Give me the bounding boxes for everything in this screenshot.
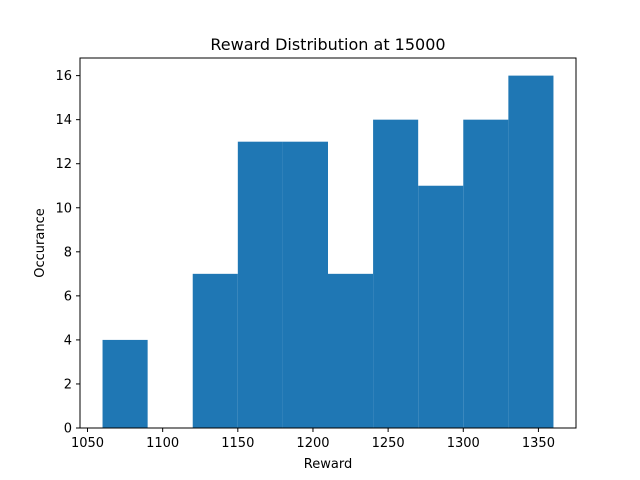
y-tick-label: 8 [64,245,72,260]
chart-title: Reward Distribution at 15000 [210,35,445,54]
y-tick-label: 14 [55,113,72,128]
y-axis-ticks: 0 2 4 6 8 10 12 14 16 [55,69,80,437]
y-tick-label: 16 [55,69,72,84]
x-tick-label: 1250 [372,436,405,451]
histogram-bar-4 [282,141,328,428]
histogram-bar-8 [463,119,509,429]
bars-group [102,75,554,429]
y-tick-label: 4 [64,333,72,348]
y-tick-label: 0 [64,422,72,437]
y-tick-label: 10 [55,201,72,216]
y-tick-label: 6 [64,289,72,304]
x-tick-label: 1350 [522,436,555,451]
y-axis-label: Occurance [33,208,48,277]
histogram-bar-9 [508,75,554,428]
x-tick-label: 1200 [296,436,329,451]
y-tick-label: 12 [55,157,72,172]
histogram-bar-0 [102,339,148,428]
histogram-bar-5 [328,273,374,428]
histogram-bar-3 [237,141,283,428]
x-tick-label: 1050 [71,436,104,451]
x-tick-label: 1100 [146,436,179,451]
y-tick-label: 2 [64,377,72,392]
histogram-bar-7 [418,185,464,428]
x-axis-label: Reward [304,457,352,472]
histogram-bar-2 [192,273,238,428]
x-tick-label: 1150 [221,436,254,451]
axes-frame [79,57,577,429]
histogram-bar-6 [373,119,419,429]
x-tick-label: 1300 [447,436,480,451]
x-axis-ticks: 1050 1100 1150 1200 1250 1300 1350 [71,428,555,451]
